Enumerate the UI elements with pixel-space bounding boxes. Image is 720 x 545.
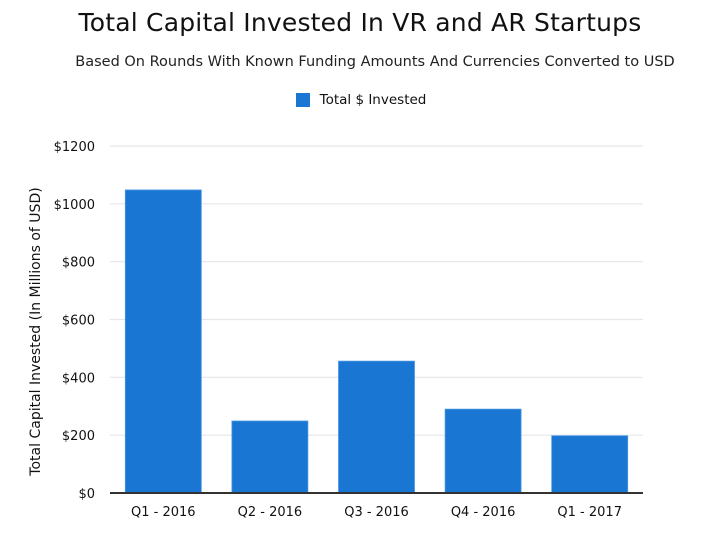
bar [551, 435, 629, 494]
legend-swatch [295, 93, 310, 107]
y-axis-ticks: $0 $200 $400 $600 $800 $1000 $1200 [54, 140, 95, 502]
x-tick-label: Q1 - 2017 [557, 505, 622, 520]
y-tick-label: $800 [62, 256, 95, 271]
y-axis-label: Total Capital Invested (In Millions of U… [28, 187, 44, 476]
bar [444, 408, 522, 494]
x-tick-label: Q3 - 2016 [344, 505, 409, 520]
bar [124, 189, 202, 494]
y-tick-label: $400 [62, 371, 95, 386]
bars [124, 189, 629, 494]
x-axis-ticks: Q1 - 2016 Q2 - 2016 Q3 - 2016 Q4 - 2016 Q1 -… [131, 505, 622, 520]
legend: Total $ Invested [0, 92, 720, 108]
chart-title: Total Capital Invested In VR and AR Star… [78, 8, 642, 37]
x-tick-label: Q1 - 2016 [131, 505, 196, 520]
legend-label: Total $ Invested [319, 92, 427, 108]
y-tick-label: $1000 [54, 198, 95, 213]
chart-subtitle: Based On Rounds With Known Funding Amoun… [75, 54, 675, 70]
y-tick-label: $0 [78, 487, 95, 502]
bar [231, 420, 309, 494]
y-tick-label: $200 [62, 429, 95, 444]
y-tick-label: $1200 [54, 140, 95, 155]
bar [338, 360, 415, 494]
x-tick-label: Q4 - 2016 [451, 505, 516, 520]
y-tick-label: $600 [62, 314, 95, 329]
x-tick-label: Q2 - 2016 [238, 505, 303, 520]
